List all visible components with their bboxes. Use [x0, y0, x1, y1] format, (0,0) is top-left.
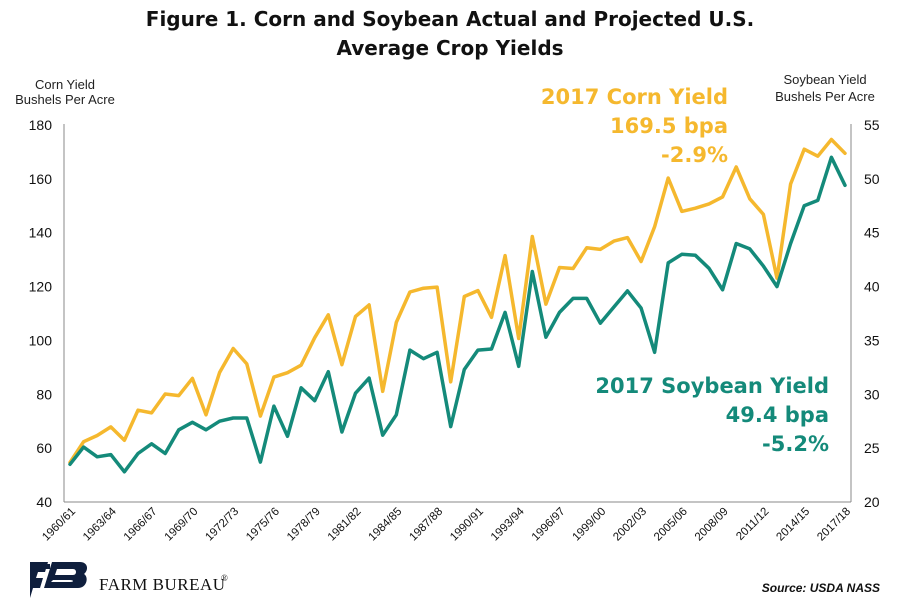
left-tick-label: 180: [29, 117, 53, 133]
chart-title-line1: Figure 1. Corn and Soybean Actual and Pr…: [146, 7, 754, 31]
x-tick-label: 1981/82: [326, 506, 364, 544]
soybean-annotation-value: 49.4 bpa: [726, 403, 829, 427]
brand-name: FARM BUREAU: [99, 575, 226, 594]
x-tick-label: 1963/64: [81, 505, 119, 543]
farm-bureau-logo-mark: [30, 562, 88, 598]
left-tick-label: 60: [36, 440, 52, 456]
left-axis-ticks: 40 60 80 100 120 140 160 180: [29, 117, 53, 510]
farm-bureau-logo: FARM BUREAU ®: [30, 562, 228, 598]
right-axis-title-line2: Bushels Per Acre: [775, 89, 875, 104]
left-tick-label: 100: [29, 332, 53, 348]
soybean-annotation-title: 2017 Soybean Yield: [595, 374, 829, 398]
x-tick-label: 2005/06: [652, 506, 690, 544]
x-tick-label: 1996/97: [530, 506, 568, 544]
right-tick-label: 55: [864, 117, 880, 133]
left-axis-title-line2: Bushels Per Acre: [15, 92, 115, 107]
right-tick-label: 20: [864, 494, 880, 510]
left-axis-title-line1: Corn Yield: [35, 77, 95, 92]
x-tick-label: 1987/88: [407, 506, 445, 544]
x-tick-label: 1960/61: [40, 506, 78, 544]
x-tick-label: 1966/67: [122, 506, 160, 544]
left-tick-label: 140: [29, 225, 53, 241]
source-note: Source: USDA NASS: [762, 581, 880, 595]
x-tick-label: 1975/76: [244, 506, 282, 544]
corn-annotation-change: -2.9%: [661, 143, 728, 167]
brand-registered-mark: ®: [221, 573, 228, 583]
x-tick-label: 1999/00: [570, 506, 608, 544]
right-tick-label: 40: [864, 279, 880, 295]
x-tick-label: 2011/12: [734, 506, 771, 543]
right-tick-label: 25: [864, 440, 880, 456]
x-tick-label: 1990/91: [448, 506, 486, 544]
left-tick-label: 40: [36, 494, 52, 510]
right-tick-label: 50: [864, 171, 880, 187]
corn-annotation-value: 169.5 bpa: [610, 114, 728, 138]
corn-annotation: 2017 Corn Yield 169.5 bpa -2.9%: [541, 85, 728, 167]
right-tick-label: 30: [864, 386, 880, 402]
x-tick-label: 2008/09: [693, 506, 731, 544]
right-tick-label: 45: [864, 225, 880, 241]
x-tick-label: 1993/94: [489, 505, 527, 543]
x-tick-label: 2017/18: [815, 506, 853, 544]
x-tick-label: 1969/70: [163, 506, 201, 544]
x-tick-label: 1978/79: [285, 506, 323, 544]
left-tick-label: 120: [29, 279, 53, 295]
series-line-corn: [68, 137, 847, 465]
series-line-soybean: [68, 155, 847, 474]
chart-title-line2: Average Crop Yields: [336, 36, 563, 60]
left-tick-label: 160: [29, 171, 53, 187]
x-axis-ticks: 1960/61 1963/64 1966/67 1969/70 1972/73 1975/…: [40, 505, 853, 543]
soybean-annotation: 2017 Soybean Yield 49.4 bpa -5.2%: [595, 374, 829, 456]
x-tick-label: 1984/85: [367, 506, 405, 544]
x-tick-label: 1972/73: [203, 506, 241, 544]
x-tick-label: 2014/15: [774, 506, 812, 544]
right-axis-ticks: 20 25 30 35 40 45 50 55: [864, 117, 880, 510]
right-axis-title-line1: Soybean Yield: [783, 72, 866, 87]
right-tick-label: 35: [864, 332, 880, 348]
left-tick-label: 80: [36, 386, 52, 402]
x-tick-label: 2002/03: [611, 506, 649, 544]
soybean-annotation-change: -5.2%: [762, 432, 829, 456]
corn-annotation-title: 2017 Corn Yield: [541, 85, 728, 109]
